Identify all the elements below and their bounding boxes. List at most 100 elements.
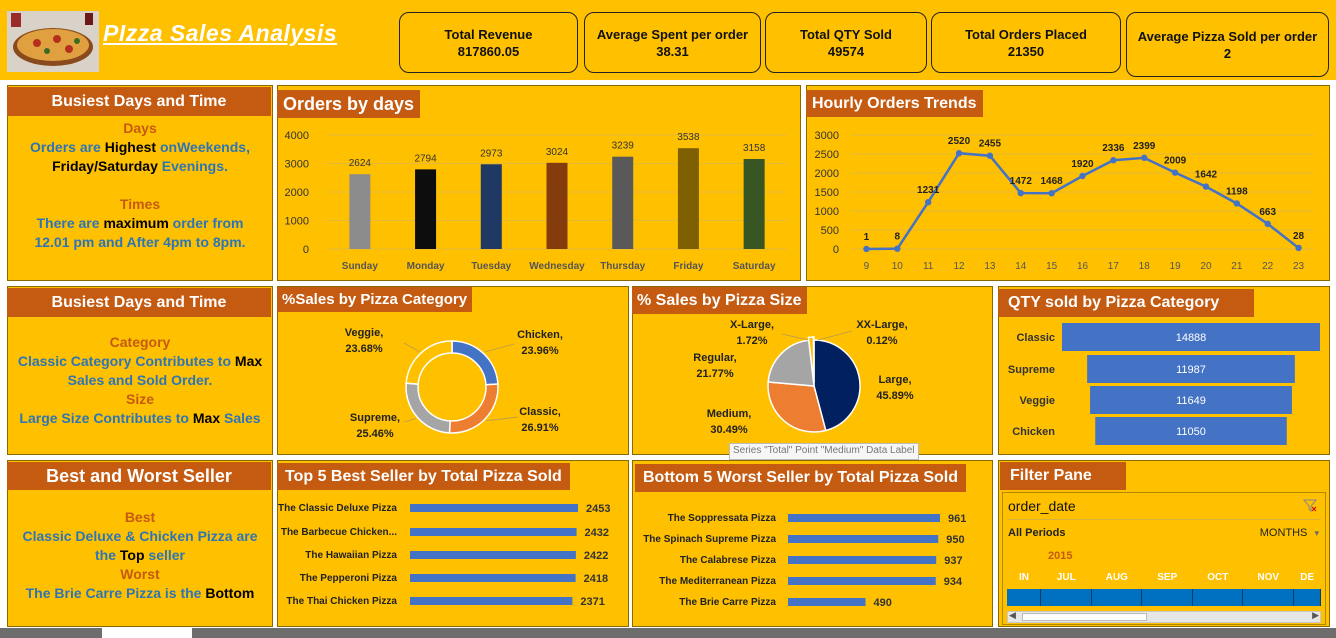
month-labels: IN JUL AUG SEP OCT NOV DE [1007, 572, 1323, 586]
chart-title: %Sales by Pizza Category [277, 287, 473, 312]
kpi-label: Average Pizza Sold per order [1137, 29, 1318, 44]
data-point [1017, 189, 1024, 197]
pie-slice [767, 381, 827, 433]
timeline-bar[interactable] [1007, 589, 1321, 606]
kpi-average-spent: Average Spent per order 38.31 [584, 12, 761, 73]
month-cell[interactable] [1041, 589, 1092, 606]
x-tick-label: Sunday [342, 261, 379, 272]
chart-title: QTY sold by Pizza Category [998, 289, 1254, 317]
bar [480, 164, 502, 249]
data-label: 2399 [1133, 141, 1156, 152]
data-label: 2794 [414, 153, 437, 164]
data-label: 961 [948, 513, 966, 525]
category-label: The Classic Deluxe Pizza [278, 503, 397, 514]
data-label: 3239 [612, 141, 635, 152]
month-cell[interactable] [1007, 589, 1041, 606]
x-tick-label: Monday [407, 261, 445, 272]
x-tick-label: 18 [1139, 261, 1151, 272]
time-level-value: MONTHS [1259, 527, 1308, 539]
slice-value-label: 45.89% [876, 390, 914, 402]
month-cell[interactable] [1293, 589, 1321, 606]
scroll-right-icon[interactable]: ▶ [1312, 610, 1319, 620]
timeline-slicer[interactable]: order_date All Periods MONTHS ▾ 2015 IN J… [1002, 492, 1326, 625]
month-cell[interactable] [1091, 589, 1142, 606]
kpi-label: Total QTY Sold [800, 27, 892, 42]
sales-by-category-chart: Chicken, 23.96% Classic, 26.91% Supreme, 25.4… [345, 327, 563, 440]
bar [612, 156, 634, 249]
bar [410, 574, 576, 582]
month-cell[interactable] [1142, 589, 1193, 606]
leader-line [486, 416, 519, 422]
x-tick-label: 16 [1077, 261, 1089, 272]
month-label: JUL [1056, 572, 1076, 583]
scrollbar-thumb[interactable] [1022, 613, 1147, 621]
slice-label: Large, [878, 374, 911, 386]
data-label: 1472 [1010, 176, 1033, 187]
month-label: SEP [1157, 572, 1178, 583]
data-label: 14888 [1176, 332, 1207, 344]
year-label: 2015 [1048, 550, 1073, 562]
bar [788, 556, 937, 564]
slice-label: Classic, [519, 406, 561, 418]
slice-value-label: 0.12% [866, 335, 897, 347]
insight-best-worst-text: Best Classic Deluxe & Chicken Pizza are … [8, 508, 272, 603]
insight-category-text: Category Classic Category Contributes to… [8, 333, 272, 428]
y-tick-label: 2500 [815, 149, 839, 161]
slice-value-label: 26.91% [521, 422, 559, 434]
x-tick-label: Friday [673, 261, 703, 272]
month-cell[interactable] [1192, 589, 1243, 606]
kpi-total-orders: Total Orders Placed 21350 [931, 12, 1121, 73]
slice-label: Supreme, [350, 412, 400, 424]
sales-by-size-chart: Large, 45.89% Medium, 30.49% Regular, 21.77% X… [693, 319, 914, 436]
chart-title: Bottom 5 Worst Seller by Total Pizza Sol… [635, 464, 967, 492]
y-tick-label: 2000 [815, 168, 839, 180]
data-label: 2453 [586, 503, 610, 515]
category-label: The Barbecue Chicken... [281, 527, 397, 538]
timeline-scrollbar[interactable]: ◀ ▶ [1007, 610, 1321, 623]
y-tick-label: 3000 [815, 130, 839, 142]
data-label: 2432 [585, 527, 609, 539]
slicer-field-name: order_date [1008, 498, 1076, 514]
data-label: 8 [895, 232, 901, 243]
chevron-down-icon: ▾ [1314, 528, 1319, 538]
bar [410, 504, 578, 512]
pie-slice [767, 339, 815, 387]
y-tick-label: 2000 [285, 187, 309, 199]
bar [546, 162, 568, 249]
x-tick-label: 19 [1170, 261, 1182, 272]
slice-value-label: 23.96% [521, 345, 559, 357]
clear-filter-icon[interactable] [1302, 498, 1318, 513]
data-point [1141, 154, 1148, 162]
data-point [1079, 172, 1086, 180]
category-label: The Soppressata Pizza [668, 513, 777, 524]
slice-label: Veggie, [345, 327, 384, 339]
slice-value-label: 23.68% [345, 343, 383, 355]
kpi-label: Total Orders Placed [965, 27, 1087, 42]
data-point [924, 199, 932, 206]
scroll-left-icon[interactable]: ◀ [1009, 610, 1016, 620]
insight-days-text: Days Orders are Highest onWeekends, Frid… [8, 119, 272, 252]
insight-heading: Size [125, 391, 154, 407]
donut-slice [405, 382, 451, 434]
data-label: 2418 [584, 573, 608, 585]
sheet-tab[interactable] [102, 628, 192, 638]
data-label: 1642 [1195, 170, 1218, 181]
time-level-dropdown[interactable]: MONTHS ▾ [1260, 527, 1319, 539]
y-tick-label: 0 [833, 244, 839, 256]
month-label: NOV [1257, 572, 1280, 583]
x-tick-label: 21 [1231, 261, 1243, 272]
slice-label: Chicken, [517, 329, 563, 341]
x-tick-label: 22 [1262, 261, 1274, 272]
data-label: 1920 [1071, 159, 1094, 170]
chart-tooltip: Series "Total" Point "Medium" Data Label [729, 443, 919, 460]
category-label: The Hawaiian Pizza [305, 550, 397, 561]
kpi-value: 2 [1223, 46, 1232, 61]
kpi-value: 49574 [827, 44, 865, 59]
kpi-value: 817860.05 [457, 44, 520, 59]
leader-line [403, 342, 420, 353]
month-cell[interactable] [1243, 589, 1294, 606]
data-point [1048, 190, 1055, 197]
slice-value-label: 25.46% [356, 428, 394, 440]
x-tick-label: 10 [892, 261, 904, 272]
x-tick-label: 20 [1200, 261, 1212, 272]
